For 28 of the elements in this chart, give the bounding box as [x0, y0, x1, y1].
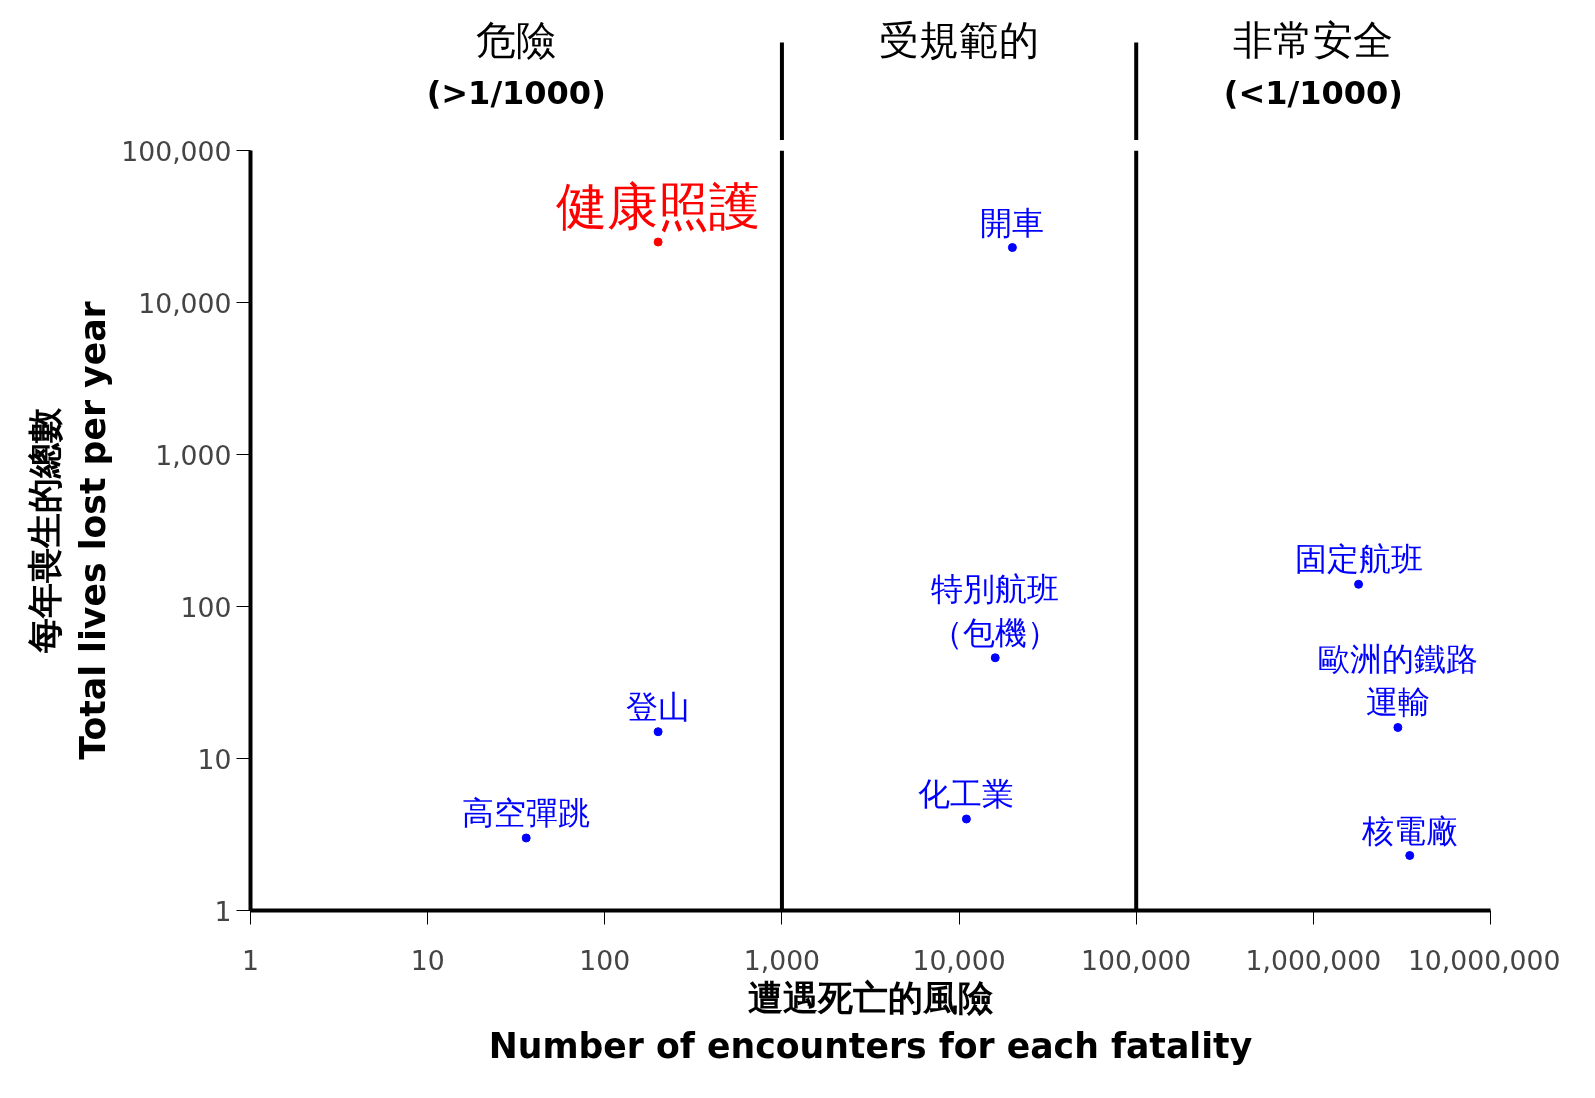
x-tick-label: 100,000 — [1081, 944, 1192, 976]
series-label: 開車 — [980, 203, 1045, 242]
series-label: 化工業 — [918, 774, 1015, 813]
y-tick-label: 1 — [214, 895, 232, 927]
x-tick-label: 10,000,000 — [1407, 944, 1561, 976]
series-label: 登山 — [626, 687, 691, 726]
series-label: 固定航班 — [1294, 540, 1423, 579]
y-tick-label: 10,000 — [138, 287, 232, 319]
y-tick-label: 10 — [197, 743, 232, 775]
series-label: 特別航班（包機） — [931, 570, 1060, 652]
x-tick-label: 100 — [579, 944, 631, 976]
y-tick-label: 100,000 — [121, 135, 232, 167]
x-tick-label: 10 — [410, 944, 445, 976]
y-tick-label: 1,000 — [155, 439, 232, 471]
x-tick-label: 10,000 — [912, 944, 1006, 976]
x-tick-label: 1,000 — [743, 944, 821, 976]
text: 危險 (>1/1000) — [426, 16, 606, 112]
series-label: 健康照護 — [556, 177, 761, 237]
series-label: 核電廠 — [1360, 811, 1458, 850]
text: 非常安全 (<1/1000) — [1223, 16, 1403, 112]
x-axis-title: 遭遇死亡的風險 Number of encounters for each fatality — [488, 977, 1253, 1066]
y-tick-label: 100 — [180, 591, 232, 623]
text: 受規範的 — [879, 16, 1040, 63]
y-axis-title: 每年喪生的總數 Total lives lost per year — [25, 301, 114, 760]
series-label: 歐洲的鐵路運輸 — [1317, 639, 1478, 722]
x-tick-label: 1 — [242, 944, 259, 976]
series-label: 高空彈跳 — [462, 793, 591, 832]
x-tick-label: 1,000,000 — [1245, 944, 1382, 976]
